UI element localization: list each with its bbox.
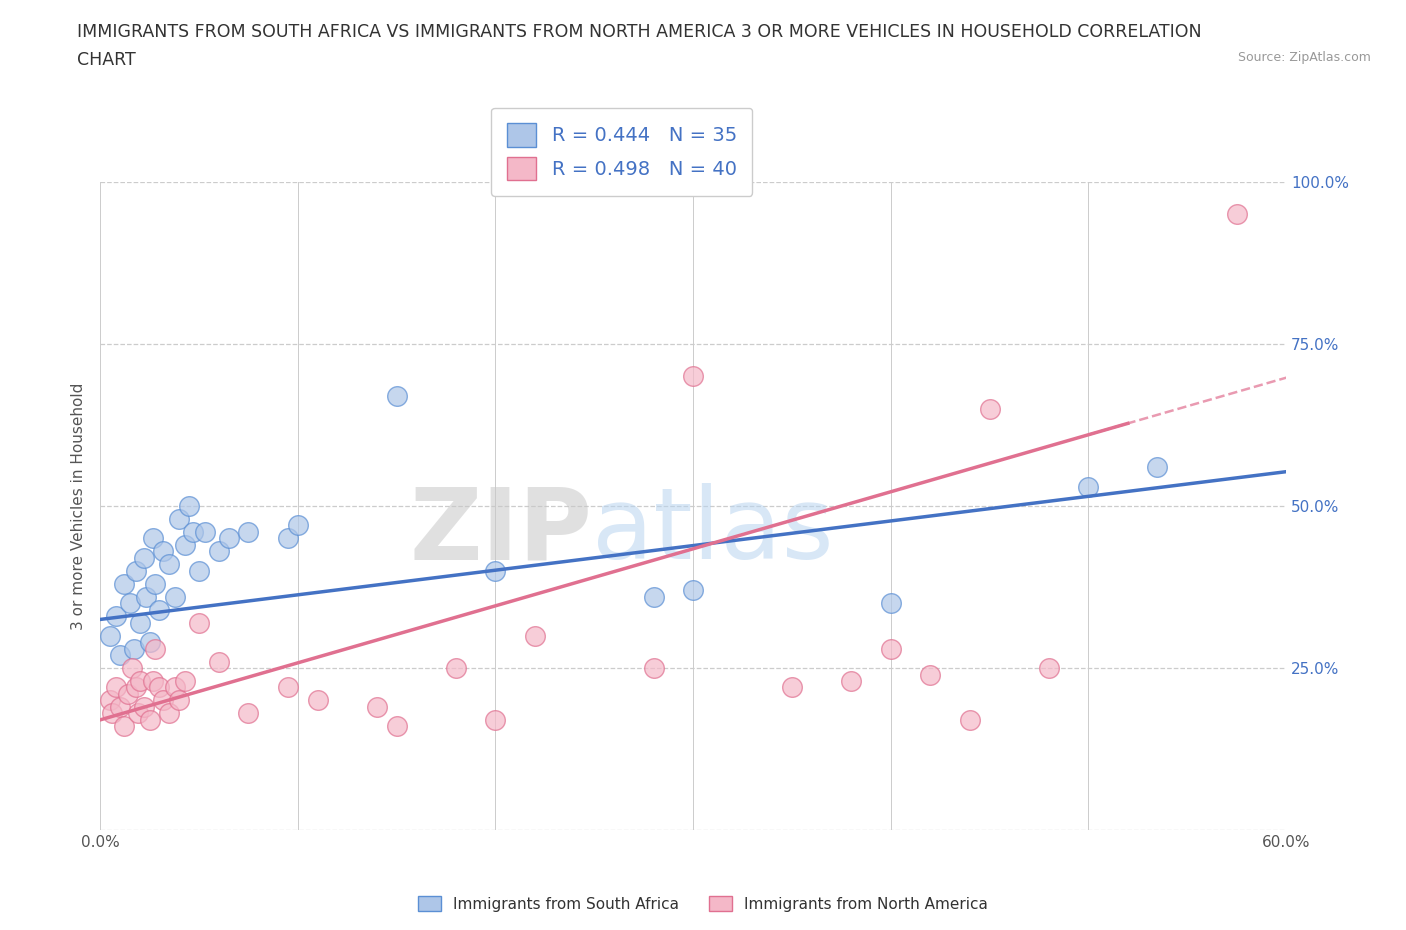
Point	[101, 706, 124, 721]
Point	[165, 680, 187, 695]
Point	[98, 693, 121, 708]
Point	[132, 699, 155, 714]
Point	[117, 686, 139, 701]
Point	[385, 719, 408, 734]
Point	[181, 525, 204, 539]
Point	[385, 389, 408, 404]
Y-axis label: 3 or more Vehicles in Household: 3 or more Vehicles in Household	[72, 382, 86, 630]
Point	[277, 680, 299, 695]
Point	[643, 660, 665, 675]
Point	[959, 712, 981, 727]
Point	[125, 680, 148, 695]
Text: ZIP: ZIP	[409, 484, 592, 580]
Point	[121, 660, 143, 675]
Point	[145, 577, 167, 591]
Point	[366, 699, 388, 714]
Text: atlas: atlas	[592, 484, 834, 580]
Point	[879, 641, 901, 656]
Point	[132, 551, 155, 565]
Point	[152, 693, 174, 708]
Point	[208, 654, 231, 669]
Point	[287, 518, 309, 533]
Point	[484, 712, 506, 727]
Point	[780, 680, 803, 695]
Point	[187, 616, 209, 631]
Point	[125, 564, 148, 578]
Point	[152, 544, 174, 559]
Legend: R = 0.444   N = 35, R = 0.498   N = 40: R = 0.444 N = 35, R = 0.498 N = 40	[491, 108, 752, 196]
Point	[194, 525, 217, 539]
Point	[98, 628, 121, 643]
Point	[128, 616, 150, 631]
Point	[1038, 660, 1060, 675]
Point	[108, 647, 131, 662]
Point	[979, 402, 1001, 417]
Point	[104, 609, 127, 624]
Point	[122, 641, 145, 656]
Point	[104, 680, 127, 695]
Point	[920, 667, 942, 682]
Point	[145, 641, 167, 656]
Point	[177, 498, 200, 513]
Point	[187, 564, 209, 578]
Point	[148, 680, 170, 695]
Point	[444, 660, 467, 675]
Point	[839, 673, 862, 688]
Point	[127, 706, 149, 721]
Text: IMMIGRANTS FROM SOUTH AFRICA VS IMMIGRANTS FROM NORTH AMERICA 3 OR MORE VEHICLES: IMMIGRANTS FROM SOUTH AFRICA VS IMMIGRAN…	[77, 23, 1202, 41]
Point	[1077, 479, 1099, 494]
Legend: Immigrants from South Africa, Immigrants from North America: Immigrants from South Africa, Immigrants…	[412, 889, 994, 918]
Point	[118, 596, 141, 611]
Point	[307, 693, 329, 708]
Point	[1146, 459, 1168, 474]
Point	[238, 706, 260, 721]
Point	[138, 634, 160, 649]
Text: Source: ZipAtlas.com: Source: ZipAtlas.com	[1237, 51, 1371, 64]
Point	[142, 531, 165, 546]
Point	[879, 596, 901, 611]
Point	[148, 603, 170, 618]
Point	[682, 583, 704, 598]
Point	[138, 712, 160, 727]
Point	[135, 590, 157, 604]
Point	[484, 564, 506, 578]
Point	[157, 706, 180, 721]
Point	[165, 590, 187, 604]
Point	[128, 673, 150, 688]
Point	[167, 512, 190, 526]
Point	[112, 719, 135, 734]
Point	[208, 544, 231, 559]
Point	[157, 557, 180, 572]
Point	[682, 369, 704, 384]
Text: CHART: CHART	[77, 51, 136, 69]
Point	[174, 538, 197, 552]
Point	[108, 699, 131, 714]
Point	[643, 590, 665, 604]
Point	[238, 525, 260, 539]
Point	[167, 693, 190, 708]
Point	[218, 531, 240, 546]
Point	[142, 673, 165, 688]
Point	[174, 673, 197, 688]
Point	[112, 577, 135, 591]
Point	[277, 531, 299, 546]
Point	[523, 628, 546, 643]
Point	[1225, 207, 1247, 222]
